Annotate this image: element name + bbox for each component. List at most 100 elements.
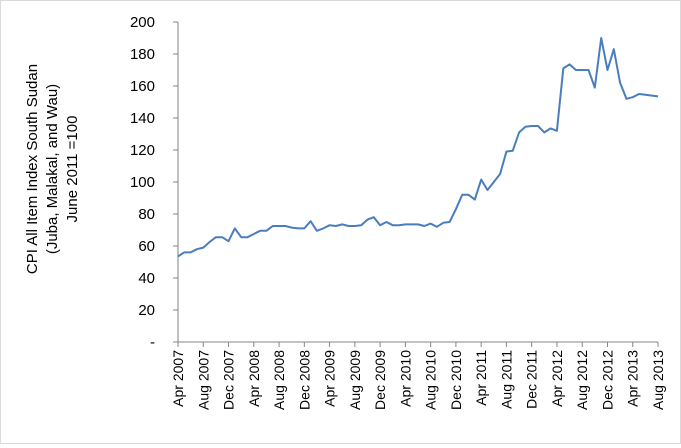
data-point	[625, 98, 627, 100]
cpi-series-line	[177, 37, 659, 258]
data-point	[291, 227, 293, 229]
data-point	[329, 224, 331, 226]
x-tick-label: Aug 2009	[347, 350, 363, 410]
x-tick-label: Dec 2011	[524, 350, 540, 409]
data-point	[221, 236, 223, 238]
data-point	[461, 194, 463, 196]
data-point	[303, 227, 305, 229]
data-point	[588, 69, 590, 71]
data-point	[202, 247, 204, 249]
data-point	[265, 230, 267, 232]
data-point	[177, 255, 179, 257]
data-point	[360, 224, 362, 226]
data-point	[569, 63, 571, 65]
x-tick-label: Dec 2010	[448, 350, 464, 410]
data-point	[619, 82, 621, 84]
y-axis-ticks: - 20 40 60 80 100 120 140 160 180 200	[130, 14, 178, 351]
x-tick-label: Dec 2012	[599, 350, 615, 410]
x-tick-label: Aug 2008	[271, 350, 287, 410]
data-point	[436, 226, 438, 228]
x-tick-label: Dec 2008	[296, 350, 312, 410]
y-axis-title-line-2: (Juba, Malakal, and Wau)	[44, 84, 61, 254]
y-tick-label: 60	[138, 238, 155, 255]
data-point	[392, 224, 394, 226]
data-point	[455, 208, 457, 210]
y-tick-label: 140	[130, 110, 155, 127]
data-point	[404, 223, 406, 225]
data-point	[531, 125, 533, 127]
data-point	[493, 181, 495, 183]
data-point	[543, 131, 545, 133]
data-point	[430, 223, 432, 225]
x-axis-ticks: Apr 2007 Aug 2007 Dec 2007 Apr 2008 Aug 2008…	[170, 342, 666, 410]
data-point	[606, 69, 608, 71]
y-tick-label: 100	[130, 174, 155, 191]
data-point	[316, 230, 318, 232]
y-tick-label: 20	[138, 302, 155, 319]
data-point	[335, 225, 337, 227]
x-tick-label: Apr 2009	[322, 350, 338, 407]
data-point	[253, 233, 255, 235]
x-tick-label: Apr 2013	[625, 350, 641, 407]
data-point	[240, 236, 242, 238]
data-point	[550, 127, 552, 129]
data-point	[594, 87, 596, 89]
data-point	[480, 179, 482, 181]
data-point	[228, 240, 230, 242]
x-tick-label: Apr 2010	[397, 350, 413, 407]
data-point	[442, 222, 444, 224]
data-point	[518, 131, 520, 133]
x-tick-label: Aug 2010	[423, 350, 439, 410]
data-point	[322, 227, 324, 229]
data-point	[341, 223, 343, 225]
data-point	[385, 221, 387, 223]
data-point	[215, 236, 217, 238]
y-tick-label: -	[150, 334, 155, 351]
x-tick-label: Apr 2007	[170, 350, 186, 407]
y-tick-label: 200	[130, 14, 155, 31]
data-point	[297, 227, 299, 229]
data-point	[512, 150, 514, 152]
y-tick-label: 180	[130, 46, 155, 63]
data-point	[398, 224, 400, 226]
data-point	[600, 37, 602, 39]
data-point	[613, 48, 615, 50]
data-point	[183, 251, 185, 253]
x-tick-label: Apr 2012	[549, 350, 565, 407]
data-point	[638, 93, 640, 95]
y-axis-title: CPI All Item Index South Sudan (Juba, Ma…	[24, 64, 81, 274]
x-tick-label: Aug 2007	[195, 350, 211, 410]
data-point	[537, 125, 539, 127]
data-point	[278, 225, 280, 227]
x-tick-label: Dec 2009	[372, 350, 388, 410]
data-point	[246, 236, 248, 238]
y-axis-title-line-1: CPI All Item Index South Sudan	[24, 64, 41, 274]
data-point	[524, 126, 526, 128]
x-tick-label: Dec 2007	[221, 350, 237, 410]
y-axis-title-line-3: June 2011 =100	[64, 116, 81, 223]
data-point	[196, 248, 198, 250]
data-point	[209, 241, 211, 243]
data-point	[486, 189, 488, 191]
y-tick-label: 160	[130, 78, 155, 95]
data-point	[259, 230, 261, 232]
data-point	[651, 95, 653, 97]
x-tick-label: Apr 2008	[246, 350, 262, 407]
x-tick-label: Aug 2011	[498, 350, 514, 409]
data-point	[366, 219, 368, 221]
y-tick-label: 80	[138, 206, 155, 223]
y-tick-label: 120	[130, 142, 155, 159]
data-point	[575, 69, 577, 71]
data-point	[644, 94, 646, 96]
data-point	[581, 69, 583, 71]
data-point	[562, 67, 564, 69]
y-tick-label: 40	[138, 270, 155, 287]
data-point	[379, 224, 381, 226]
series-layer	[177, 37, 659, 258]
data-point	[272, 225, 274, 227]
data-point	[348, 225, 350, 227]
data-point	[468, 194, 470, 196]
data-point	[190, 251, 192, 253]
